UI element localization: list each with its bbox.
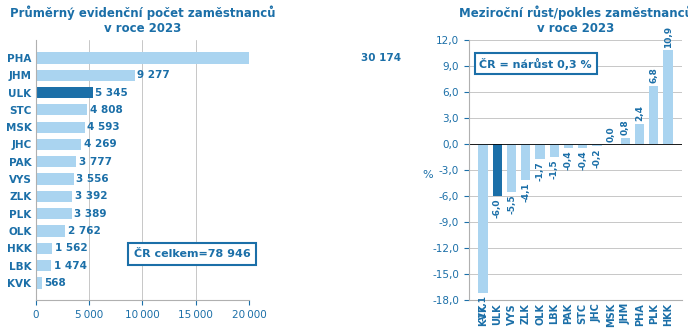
- Text: 2 762: 2 762: [68, 226, 100, 236]
- Bar: [621, 138, 630, 145]
- Bar: [36, 225, 65, 237]
- Bar: [36, 139, 81, 150]
- Text: 4 808: 4 808: [89, 105, 122, 115]
- Bar: [36, 173, 74, 185]
- Text: -1,7: -1,7: [535, 161, 544, 181]
- Bar: [535, 145, 545, 159]
- Text: ČR celkem=78 946: ČR celkem=78 946: [134, 249, 250, 259]
- Bar: [36, 87, 93, 98]
- Text: 1 562: 1 562: [55, 243, 87, 253]
- Text: -4,1: -4,1: [522, 182, 530, 202]
- Text: 4 593: 4 593: [87, 122, 120, 132]
- Bar: [592, 145, 601, 146]
- Bar: [564, 145, 573, 148]
- Text: 3 556: 3 556: [76, 174, 109, 184]
- Text: 3 777: 3 777: [78, 157, 111, 167]
- Text: -0,4: -0,4: [564, 150, 573, 170]
- Text: -0,4: -0,4: [578, 150, 588, 170]
- Bar: [36, 260, 52, 271]
- Bar: [493, 145, 502, 196]
- Text: 2,4: 2,4: [635, 106, 644, 122]
- Bar: [36, 277, 42, 289]
- Title: Průměrný evidenční počet zaměstnanců
v roce 2023: Průměrný evidenční počet zaměstnanců v r…: [10, 6, 275, 35]
- Bar: [522, 145, 530, 180]
- Y-axis label: %: %: [422, 170, 433, 180]
- Text: 568: 568: [44, 278, 66, 288]
- Bar: [578, 145, 588, 148]
- Text: 0,0: 0,0: [607, 127, 616, 142]
- Bar: [36, 104, 87, 116]
- Text: 6,8: 6,8: [649, 68, 658, 83]
- Text: 3 392: 3 392: [74, 191, 107, 201]
- Text: 0,8: 0,8: [621, 120, 630, 135]
- Bar: [36, 122, 85, 133]
- Text: -6,0: -6,0: [493, 198, 502, 218]
- Bar: [36, 156, 76, 167]
- Bar: [649, 86, 658, 145]
- Text: 10,9: 10,9: [664, 26, 673, 48]
- Bar: [36, 52, 358, 64]
- Text: 30 174: 30 174: [361, 53, 401, 63]
- Bar: [635, 124, 644, 145]
- Title: Meziroční růst/pokles zaměstnanců
v roce 2023: Meziroční růst/pokles zaměstnanců v roce…: [459, 6, 688, 35]
- Bar: [36, 70, 135, 81]
- Bar: [36, 243, 52, 254]
- Text: 4 269: 4 269: [84, 140, 116, 150]
- Text: 3 389: 3 389: [74, 209, 107, 219]
- Text: -1,5: -1,5: [550, 160, 559, 179]
- Text: 5 345: 5 345: [96, 88, 128, 98]
- Text: 9 277: 9 277: [138, 70, 170, 80]
- Bar: [36, 191, 72, 202]
- Bar: [550, 145, 559, 158]
- Bar: [478, 145, 488, 293]
- Text: -0,2: -0,2: [592, 148, 601, 168]
- Bar: [507, 145, 516, 192]
- Text: -5,5: -5,5: [507, 194, 516, 214]
- Bar: [36, 208, 72, 219]
- Text: 1 474: 1 474: [54, 261, 87, 271]
- Bar: [663, 50, 673, 145]
- Text: -17,1: -17,1: [479, 295, 488, 321]
- Text: ČR = nárůst 0,3 %: ČR = nárůst 0,3 %: [480, 58, 592, 70]
